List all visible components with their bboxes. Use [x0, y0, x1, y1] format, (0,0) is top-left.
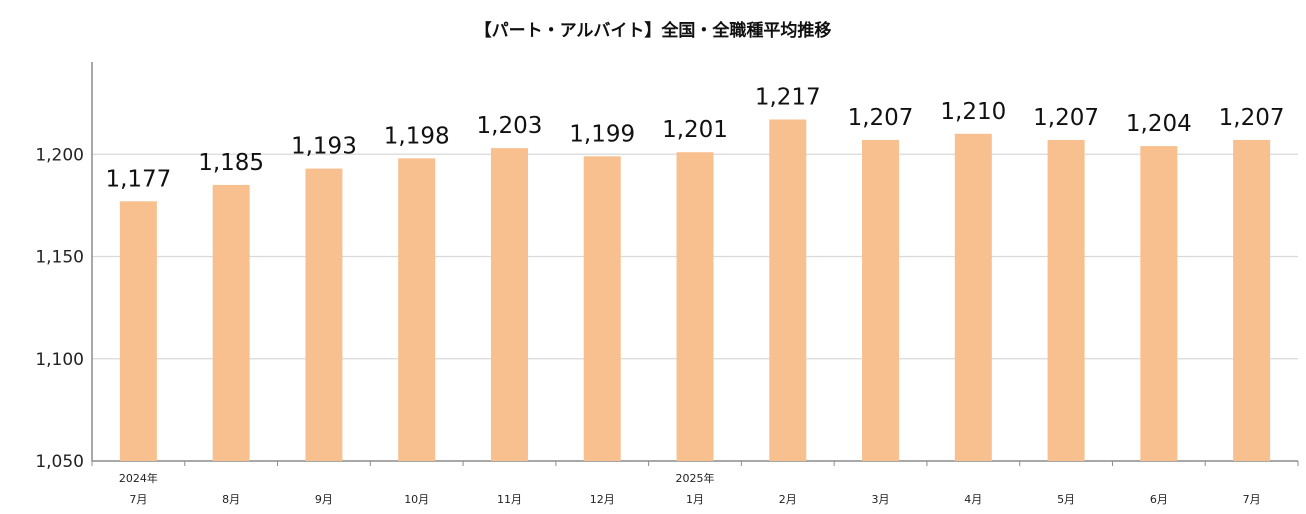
y-tick-label: 1,200 — [35, 145, 84, 165]
x-month-label: 10月 — [404, 493, 429, 506]
bar — [676, 152, 714, 461]
data-label: 1,207 — [1219, 105, 1285, 131]
data-label: 1,198 — [384, 123, 450, 149]
bar — [398, 158, 436, 461]
bar — [769, 119, 807, 462]
x-year-label: 2025年 — [676, 471, 715, 485]
x-year-label: 2024年 — [119, 471, 158, 485]
data-label: 1,210 — [940, 99, 1006, 125]
bar — [305, 168, 343, 461]
y-tick-label: 1,150 — [35, 248, 84, 268]
data-label: 1,199 — [569, 121, 635, 147]
bar — [119, 201, 157, 461]
data-label: 1,193 — [291, 134, 357, 160]
x-month-label: 9月 — [315, 493, 333, 506]
bar — [954, 133, 992, 462]
x-month-label: 1月 — [686, 493, 704, 506]
data-label: 1,204 — [1126, 111, 1192, 137]
data-label: 1,201 — [662, 117, 728, 143]
data-label: 1,207 — [848, 105, 914, 131]
bar — [583, 156, 621, 462]
x-month-label: 2月 — [779, 493, 797, 506]
y-tick-label: 1,050 — [35, 452, 84, 472]
x-month-label: 6月 — [1150, 493, 1168, 506]
x-month-label: 4月 — [964, 493, 982, 506]
x-month-label: 11月 — [497, 493, 522, 506]
bar — [490, 148, 528, 462]
chart-title: 【パート・アルバイト】全国・全職種平均推移 — [474, 21, 832, 41]
x-month-label: 5月 — [1057, 493, 1075, 506]
x-month-label: 8月 — [222, 493, 240, 506]
data-label: 1,177 — [105, 166, 171, 192]
data-label: 1,207 — [1033, 105, 1099, 131]
x-month-label: 7月 — [1243, 493, 1261, 506]
bar — [862, 139, 900, 461]
y-tick-label: 1,100 — [35, 350, 84, 370]
x-month-label: 7月 — [129, 493, 147, 506]
data-label: 1,185 — [198, 150, 264, 176]
data-label: 1,217 — [755, 84, 821, 110]
data-label: 1,203 — [477, 113, 543, 139]
x-month-label: 12月 — [590, 493, 615, 506]
bar — [1140, 146, 1178, 461]
bar — [1047, 139, 1085, 461]
bar — [212, 184, 250, 462]
bar — [1233, 139, 1271, 461]
x-month-label: 3月 — [872, 493, 890, 506]
